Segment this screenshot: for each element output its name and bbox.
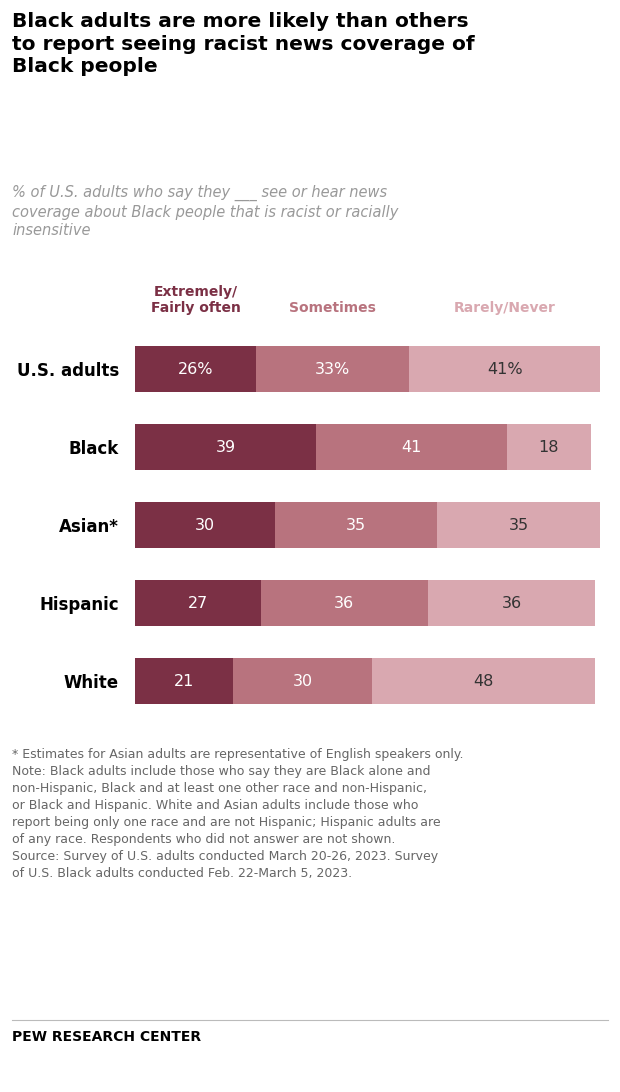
Text: PEW RESEARCH CENTER: PEW RESEARCH CENTER [12, 1030, 201, 1044]
Bar [372, 657, 595, 704]
Text: 39: 39 [216, 439, 236, 454]
Bar [135, 501, 275, 548]
Text: 35: 35 [346, 518, 366, 533]
Bar [260, 580, 428, 627]
Text: 18: 18 [539, 439, 559, 454]
Bar [256, 345, 409, 392]
Text: 36: 36 [334, 595, 354, 610]
Text: 33%: 33% [315, 361, 350, 377]
Text: Black adults are more likely than others
to report seeing racist news coverage o: Black adults are more likely than others… [12, 12, 475, 76]
Bar [135, 424, 316, 471]
Text: 21: 21 [174, 674, 194, 688]
Text: 30: 30 [293, 674, 312, 688]
Text: 30: 30 [195, 518, 215, 533]
Text: 26%: 26% [178, 361, 213, 377]
Text: Sometimes: Sometimes [289, 301, 376, 314]
Bar [135, 345, 256, 392]
Bar [507, 424, 591, 471]
Bar [135, 580, 260, 627]
Bar [232, 657, 372, 704]
Text: 48: 48 [474, 674, 494, 688]
Bar [275, 501, 437, 548]
Text: % of U.S. adults who say they ___ see or hear news
coverage about Black people t: % of U.S. adults who say they ___ see or… [12, 185, 399, 238]
Text: Extremely/
Fairly often: Extremely/ Fairly often [151, 285, 241, 314]
Text: 36: 36 [502, 595, 521, 610]
Text: Rarely/Never: Rarely/Never [454, 301, 556, 314]
Text: * Estimates for Asian adults are representative of English speakers only.
Note: : * Estimates for Asian adults are represe… [12, 748, 464, 880]
Text: 27: 27 [188, 595, 208, 610]
Bar [316, 424, 507, 471]
Bar [428, 580, 595, 627]
Text: 35: 35 [508, 518, 529, 533]
Bar [135, 657, 232, 704]
Bar [409, 345, 600, 392]
Text: 41: 41 [402, 439, 422, 454]
Text: 41%: 41% [487, 361, 523, 377]
Bar [437, 501, 600, 548]
